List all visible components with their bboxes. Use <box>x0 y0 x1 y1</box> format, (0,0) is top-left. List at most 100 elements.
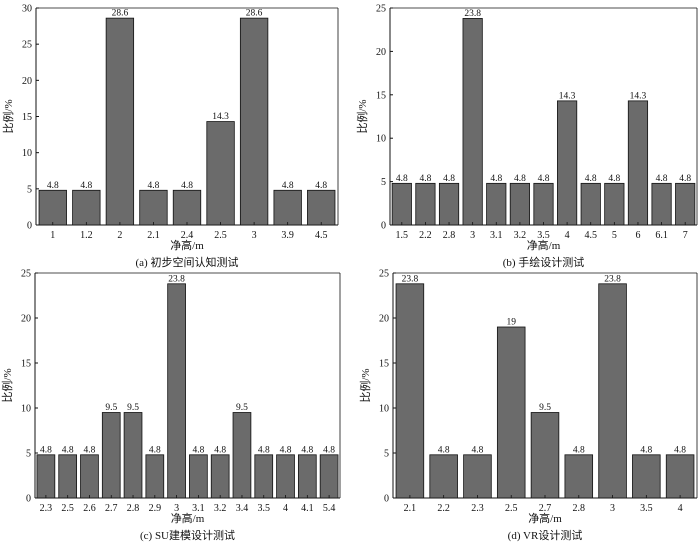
x-tick-label: 2.1 <box>147 230 160 241</box>
y-tick-label: 25 <box>22 40 32 51</box>
bar <box>415 182 436 226</box>
y-tick-label: 10 <box>21 404 31 415</box>
y-axis-label: 比例/% <box>0 368 14 402</box>
y-tick-label: 15 <box>379 359 389 370</box>
data-label: 4.8 <box>84 445 96 455</box>
bar <box>239 17 269 226</box>
x-tick-label: 4.1 <box>301 503 314 514</box>
x-axis-label: 净高/m <box>527 238 561 252</box>
y-tick-label: 0 <box>381 221 386 232</box>
data-label: 4.8 <box>62 445 74 455</box>
x-tick-label: 3.9 <box>281 230 294 241</box>
bar <box>145 454 165 499</box>
x-tick-label: 3 <box>174 503 179 514</box>
chart-caption: (d) VR设计测试 <box>508 529 583 542</box>
y-tick-label: 20 <box>376 47 386 58</box>
x-tick-label: 2.4 <box>181 230 194 241</box>
data-label: 14.3 <box>559 91 576 101</box>
x-axis-label: 净高/m <box>171 511 205 525</box>
x-tick-label: 4 <box>283 503 288 514</box>
x-tick-label: 3.4 <box>236 503 249 514</box>
data-label: 28.6 <box>112 9 129 19</box>
bar <box>462 18 483 226</box>
bar <box>557 100 578 226</box>
x-tick-label: 5 <box>612 230 617 241</box>
bar <box>604 182 625 226</box>
bar <box>429 454 458 499</box>
x-tick-label: 2.5 <box>214 230 227 241</box>
bar <box>254 454 274 499</box>
data-label: 9.5 <box>236 403 248 413</box>
x-tick-label: 5.4 <box>323 503 336 514</box>
data-label: 4.8 <box>679 174 691 184</box>
x-tick-label: 2.1 <box>404 503 417 514</box>
chart-panel-1: 0 5 10 15 20 25 30 4.8 1 4.8 1.2 28.6 2 4.8 2.1 4.8 2.4 1… <box>1 4 339 269</box>
x-tick-label: 3 <box>610 503 615 514</box>
bar <box>38 189 67 226</box>
y-tick-label: 15 <box>22 112 32 123</box>
data-label: 4.8 <box>47 181 59 191</box>
x-tick-label: 2.3 <box>40 503 53 514</box>
data-label: 4.8 <box>538 174 550 184</box>
bar <box>391 182 412 226</box>
data-label: 23.8 <box>604 274 621 284</box>
x-tick-label: 6.1 <box>655 230 668 241</box>
bar <box>36 454 56 499</box>
x-tick-label: 2.8 <box>573 503 586 514</box>
y-tick-label: 10 <box>379 404 389 415</box>
data-label: 14.3 <box>212 112 229 122</box>
y-tick-label: 5 <box>27 184 32 195</box>
chart-panel-4: 0 5 10 15 20 25 23.8 2.1 4.8 2.2 4.8 2.3 19 2.5 9.5 2.7… <box>358 269 698 542</box>
x-tick-label: 3.1 <box>192 503 205 514</box>
x-tick-label: 3.2 <box>214 503 227 514</box>
x-tick-label: 4.5 <box>315 230 328 241</box>
chart-panel-2: 0 5 10 15 20 25 4.8 1.5 4.8 2.2 4.8 2.8 23.8 3 4.8 3.1 4… <box>355 4 698 269</box>
data-label: 23.8 <box>464 9 481 19</box>
data-label: 23.8 <box>402 274 419 284</box>
data-label: 9.5 <box>105 403 117 413</box>
data-label: 4.8 <box>181 181 193 191</box>
y-tick-label: 5 <box>26 449 31 460</box>
data-label: 9.5 <box>127 403 139 413</box>
x-tick-label: 2.6 <box>83 503 96 514</box>
bar <box>72 189 101 226</box>
data-label: 4.8 <box>280 445 292 455</box>
data-label: 4.8 <box>40 445 52 455</box>
y-tick-label: 0 <box>384 494 389 505</box>
data-label: 4.8 <box>282 181 294 191</box>
bar <box>675 182 696 226</box>
y-tick-label: 5 <box>381 177 386 188</box>
data-label: 14.3 <box>630 91 647 101</box>
data-label: 4.8 <box>585 174 597 184</box>
data-label: 4.8 <box>514 174 526 184</box>
bar <box>167 283 186 499</box>
x-tick-label: 3 <box>470 230 475 241</box>
data-label: 4.8 <box>608 174 620 184</box>
x-tick-label: 2.7 <box>539 503 552 514</box>
y-tick-label: 20 <box>379 314 389 325</box>
x-axis-label: 净高/m <box>528 511 562 525</box>
data-label: 4.8 <box>258 445 270 455</box>
bar <box>509 182 530 226</box>
data-label: 4.8 <box>80 181 92 191</box>
data-label: 4.8 <box>315 181 327 191</box>
data-label: 4.8 <box>656 174 668 184</box>
bar <box>632 454 661 499</box>
bar <box>533 182 554 226</box>
data-label: 4.8 <box>149 445 161 455</box>
bar <box>172 189 202 226</box>
bar <box>123 412 143 499</box>
x-tick-label: 2.7 <box>105 503 118 514</box>
y-tick-label: 15 <box>21 359 31 370</box>
bar <box>530 412 560 499</box>
x-tick-label: 3.5 <box>258 503 271 514</box>
bar <box>273 189 302 226</box>
bar <box>189 454 208 499</box>
x-tick-label: 2.8 <box>443 230 456 241</box>
data-label: 19 <box>506 318 516 328</box>
bar <box>627 100 649 226</box>
x-tick-label: 1 <box>50 230 55 241</box>
data-label: 4.8 <box>323 445 335 455</box>
y-tick-label: 5 <box>384 449 389 460</box>
